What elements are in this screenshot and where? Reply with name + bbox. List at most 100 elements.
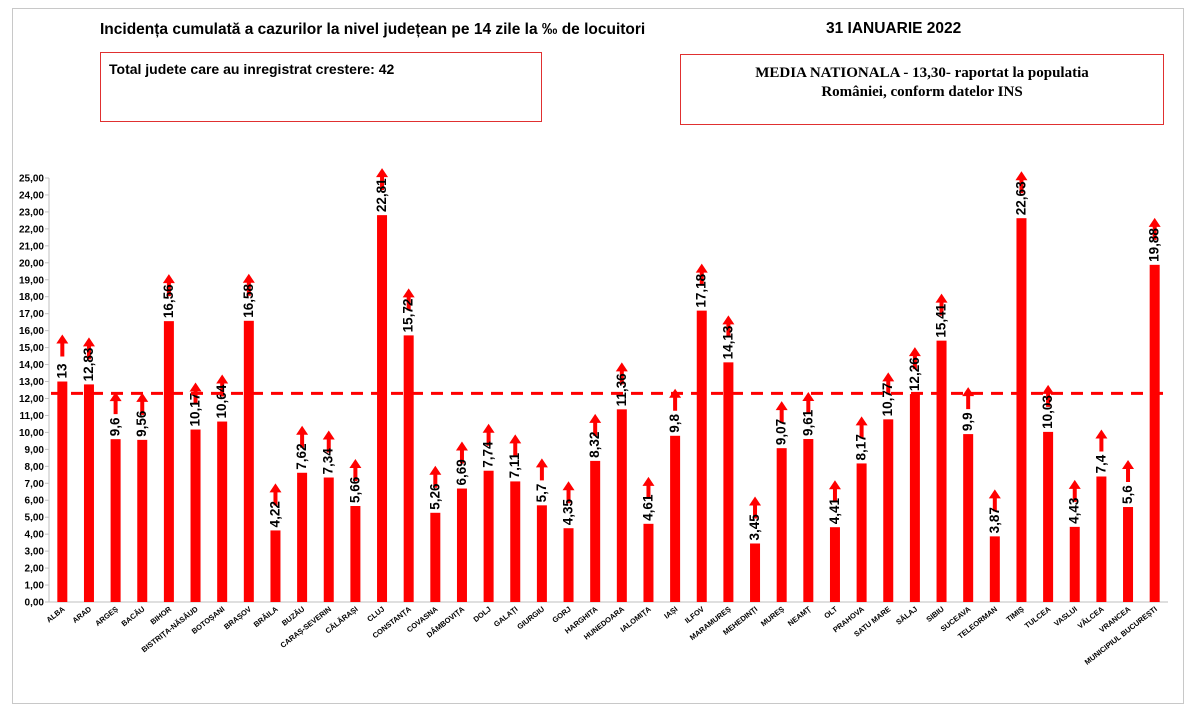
trend-up-arrow — [162, 274, 175, 297]
bar — [1096, 476, 1107, 602]
data-label: 12,26 — [907, 357, 922, 391]
bar — [909, 394, 920, 602]
bar — [163, 321, 174, 602]
data-label: 14,13 — [720, 325, 735, 359]
y-tick-label: 15,00 — [19, 343, 44, 354]
bar — [563, 528, 574, 602]
trend-up-arrow — [82, 337, 95, 360]
data-label: 7,11 — [507, 452, 522, 478]
y-tick-label: 17,00 — [19, 309, 44, 320]
data-label: 9,9 — [960, 412, 975, 431]
category-label: GIURGIU — [515, 604, 546, 631]
data-label: 4,41 — [827, 497, 842, 524]
bar — [510, 481, 521, 602]
y-tick-label: 10,00 — [19, 428, 44, 439]
bar — [1069, 526, 1080, 602]
trend-up-arrow — [509, 434, 522, 457]
y-tick-label: 16,00 — [19, 326, 44, 337]
bar — [1043, 431, 1054, 602]
trend-up-arrow — [535, 458, 548, 481]
y-tick-label: 19,00 — [19, 275, 44, 286]
bar — [243, 320, 254, 602]
trend-up-arrow — [935, 293, 948, 316]
bar — [83, 384, 94, 602]
trend-up-arrow — [722, 315, 735, 338]
data-label: 7,34 — [321, 448, 336, 475]
data-label: 8,17 — [854, 434, 869, 460]
data-label: 4,22 — [267, 501, 282, 527]
bar — [350, 506, 361, 602]
bar — [936, 340, 947, 602]
data-label: 8,32 — [587, 432, 602, 458]
bar — [856, 463, 867, 602]
bar — [403, 335, 414, 602]
trend-up-arrow — [908, 347, 921, 370]
data-label: 12,83 — [81, 347, 96, 381]
trend-up-arrow — [749, 496, 762, 519]
trend-up-arrow — [242, 273, 255, 296]
category-label: MUREȘ — [759, 604, 786, 628]
trend-up-arrow — [1068, 479, 1081, 502]
trend-up-arrow — [962, 387, 975, 410]
category-label: GORJ — [550, 604, 572, 624]
growth-counties-text: Total judete care au inregistrat crester… — [109, 61, 395, 77]
bar — [590, 460, 601, 602]
y-tick-label: 0,00 — [25, 598, 45, 609]
trend-up-arrow — [988, 489, 1001, 512]
data-label: 4,35 — [561, 498, 576, 525]
data-label: 7,4 — [1093, 454, 1108, 473]
data-label: 5,26 — [427, 483, 442, 510]
bar — [829, 527, 840, 602]
y-tick-label: 3,00 — [25, 547, 45, 558]
data-label: 16,58 — [241, 284, 256, 318]
bar — [883, 419, 894, 602]
bar — [190, 429, 201, 602]
trend-up-arrow — [322, 430, 335, 453]
bar — [323, 477, 334, 602]
y-tick-label: 8,00 — [25, 462, 45, 473]
bar — [643, 523, 654, 602]
trend-up-arrow — [802, 392, 815, 415]
data-label: 19,88 — [1147, 228, 1162, 262]
category-label: BRĂILA — [252, 604, 280, 629]
bar — [963, 434, 974, 602]
trend-up-arrow — [109, 392, 122, 415]
y-tick-label: 6,00 — [25, 496, 45, 507]
y-tick-label: 13,00 — [19, 377, 44, 388]
trend-up-arrow — [455, 441, 468, 464]
data-label: 10,77 — [880, 383, 895, 417]
y-tick-label: 20,00 — [19, 258, 44, 269]
data-label: 5,6 — [1120, 485, 1135, 504]
bar — [430, 512, 441, 602]
y-tick-label: 5,00 — [25, 513, 45, 524]
data-label: 15,72 — [401, 299, 416, 333]
data-label: 13 — [54, 363, 69, 379]
data-label: 10,03 — [1040, 395, 1055, 429]
trend-up-arrow — [349, 459, 362, 482]
national-average-text: MEDIA NATIONALA - 13,30- raportat la pop… — [755, 65, 1089, 100]
category-label: IAȘI — [662, 604, 679, 620]
trend-up-arrow — [642, 476, 655, 499]
category-label: VASLUI — [1052, 604, 1079, 628]
category-label: TIMIȘ — [1004, 604, 1025, 623]
trend-up-arrow — [855, 416, 868, 439]
category-label: SIBIU — [924, 604, 945, 623]
trend-up-arrow — [1122, 460, 1135, 483]
data-label: 15,41 — [934, 303, 949, 337]
bar — [1123, 507, 1134, 602]
growth-counties-box: Total judete care au inregistrat crester… — [100, 52, 542, 122]
category-label: ARAD — [71, 604, 94, 625]
bar — [723, 362, 734, 602]
y-tick-label: 12,00 — [19, 394, 44, 405]
y-tick-label: 11,00 — [20, 411, 45, 422]
y-tick-label: 18,00 — [19, 292, 44, 303]
y-tick-label: 23,00 — [19, 207, 44, 218]
data-label: 16,56 — [161, 284, 176, 318]
bar — [803, 439, 814, 602]
category-label: BACĂU — [120, 604, 147, 628]
category-label: OLT — [822, 604, 839, 620]
bar — [217, 421, 228, 602]
trend-up-arrow — [615, 362, 628, 385]
data-label: 10,64 — [214, 384, 229, 418]
